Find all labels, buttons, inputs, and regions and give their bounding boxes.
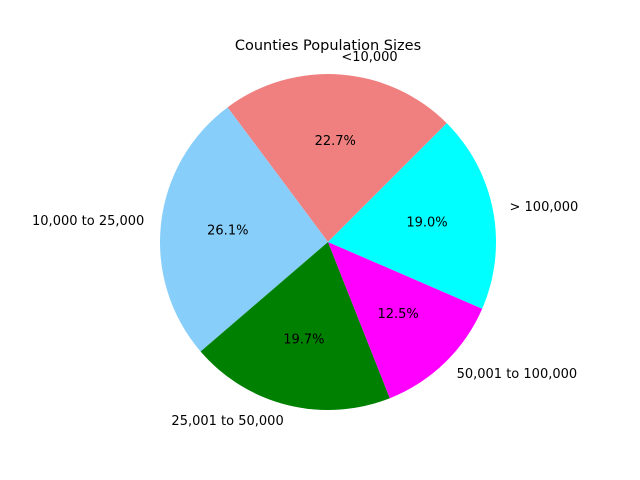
- slice-percentage: 12.5%: [377, 307, 418, 322]
- pie-slices: [160, 74, 496, 410]
- slice-percentage: 22.7%: [315, 134, 356, 149]
- pie-slice: [200, 242, 390, 410]
- slice-label: <10,000: [341, 50, 397, 65]
- slice-percentage: 19.0%: [406, 216, 447, 231]
- pie-slice: [160, 107, 328, 352]
- slice-percentage: 19.7%: [283, 332, 324, 347]
- slice-percentage: 26.1%: [207, 223, 248, 238]
- pie-slice: [227, 74, 447, 243]
- chart-title: Counties Population Sizes: [235, 38, 421, 54]
- slice-label: 50,001 to 100,000: [457, 367, 578, 382]
- pie-slice: [328, 242, 483, 399]
- slice-label: > 100,000: [510, 200, 579, 215]
- pie-labels: <10,000 22.7% 10,000 to 25,000 26.1% 25,001 …: [32, 50, 578, 429]
- pie-slice: [328, 123, 496, 309]
- slice-label: 25,001 to 50,000: [171, 414, 283, 429]
- slice-label: 10,000 to 25,000: [32, 214, 144, 229]
